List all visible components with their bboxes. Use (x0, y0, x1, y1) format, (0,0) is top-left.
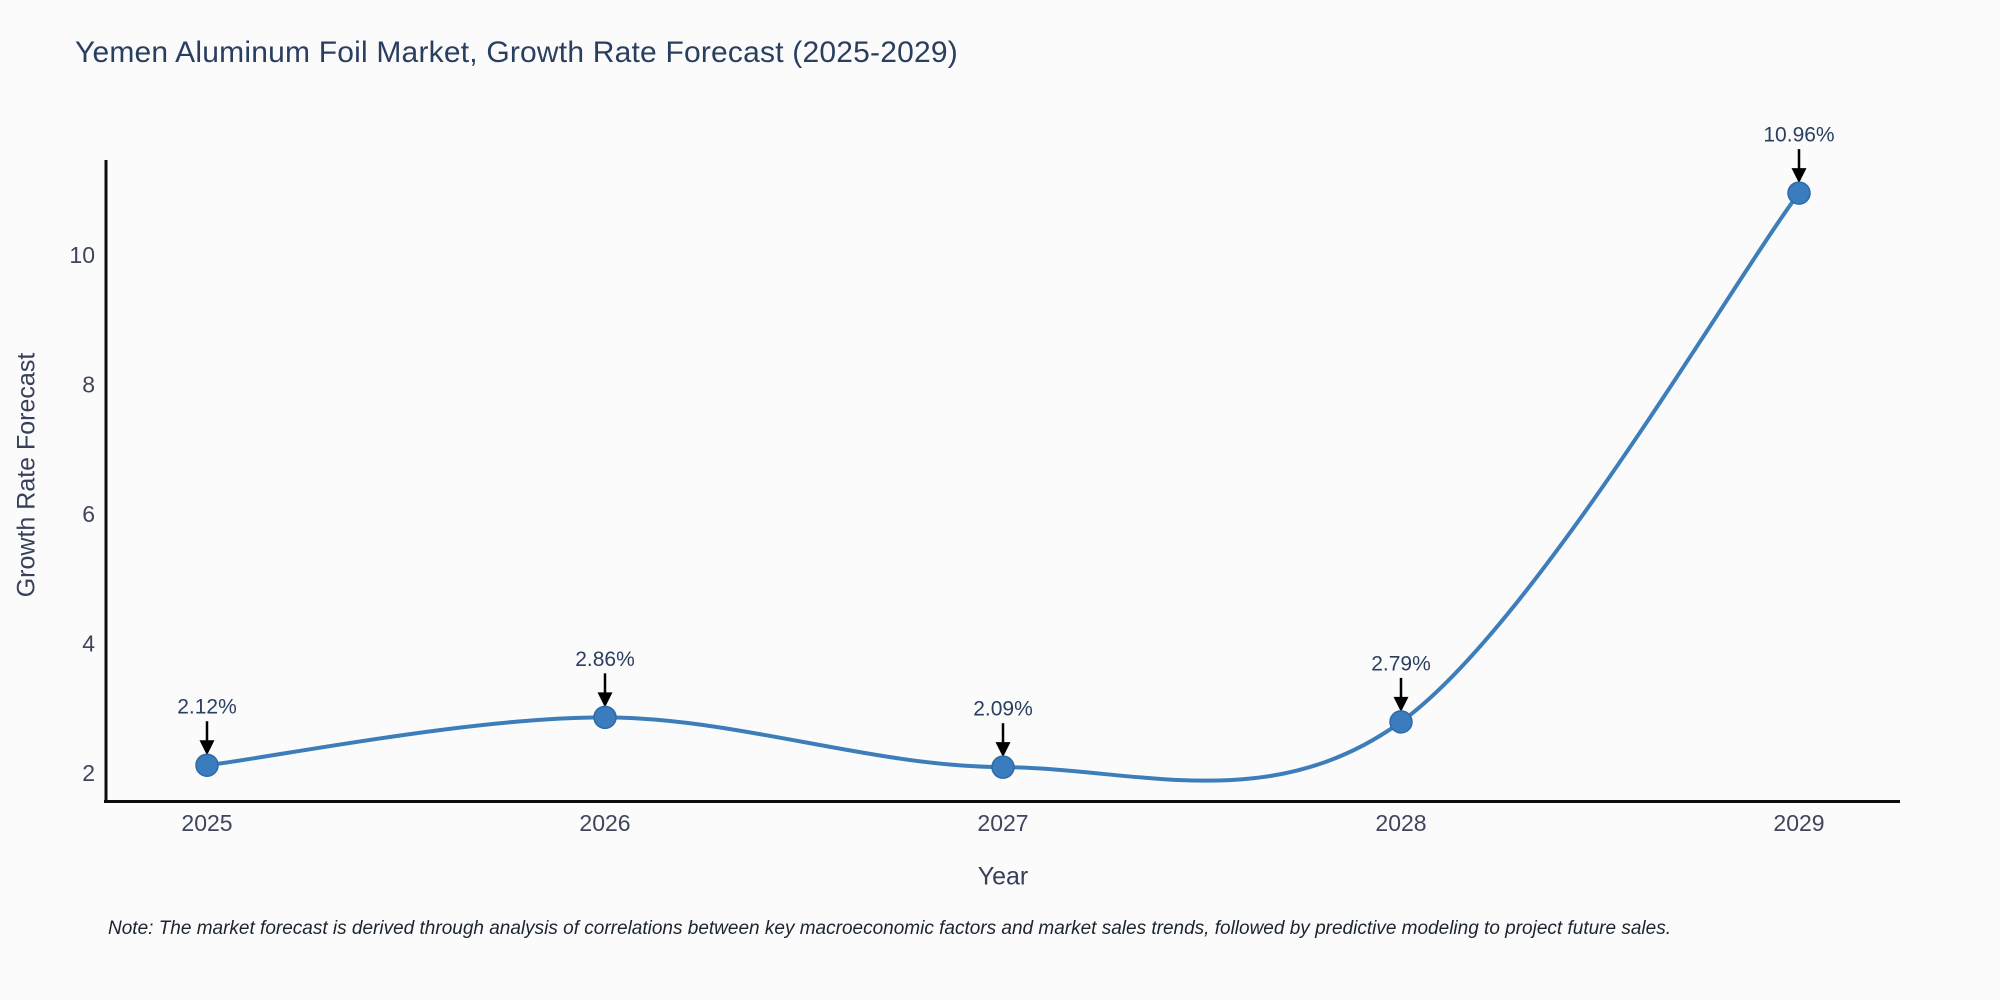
y-tick-label: 8 (82, 372, 95, 398)
data-point-marker[interactable] (195, 753, 219, 777)
x-tick-label: 2028 (1375, 810, 1426, 836)
forecast-line (205, 191, 1801, 783)
y-tick-label: 6 (82, 501, 95, 527)
footnote-text: Note: The market forecast is derived thr… (108, 918, 1671, 939)
data-point-marker[interactable] (991, 755, 1015, 779)
data-point-marker[interactable] (1787, 181, 1811, 205)
annotation-arrow-head (995, 742, 1011, 758)
x-axis-title: Year (977, 862, 1029, 891)
point-value-label: 2.86% (575, 648, 635, 671)
point-value-label: 2.79% (1371, 652, 1431, 675)
x-tick-label: 2026 (579, 810, 630, 836)
point-value-label: 2.09% (973, 698, 1033, 721)
annotation-arrow-head (1791, 168, 1807, 184)
x-tick-label: 2027 (977, 810, 1028, 836)
point-value-label: 10.96% (1763, 124, 1834, 147)
annotation-arrow-head (199, 740, 215, 756)
data-point-marker[interactable] (593, 705, 617, 730)
x-tick-label: 2025 (181, 810, 232, 836)
annotation-arrow-head (597, 692, 613, 708)
x-tick-label: 2029 (1773, 810, 1824, 836)
annotation-arrow-head (1393, 696, 1409, 712)
data-point-marker[interactable] (1389, 710, 1413, 734)
y-tick-label: 10 (69, 242, 95, 268)
chart-title: Yemen Aluminum Foil Market, Growth Rate … (75, 36, 958, 69)
y-tick-label: 4 (82, 631, 95, 657)
y-tick-label: 2 (82, 760, 95, 786)
point-value-label: 2.12% (177, 696, 237, 719)
